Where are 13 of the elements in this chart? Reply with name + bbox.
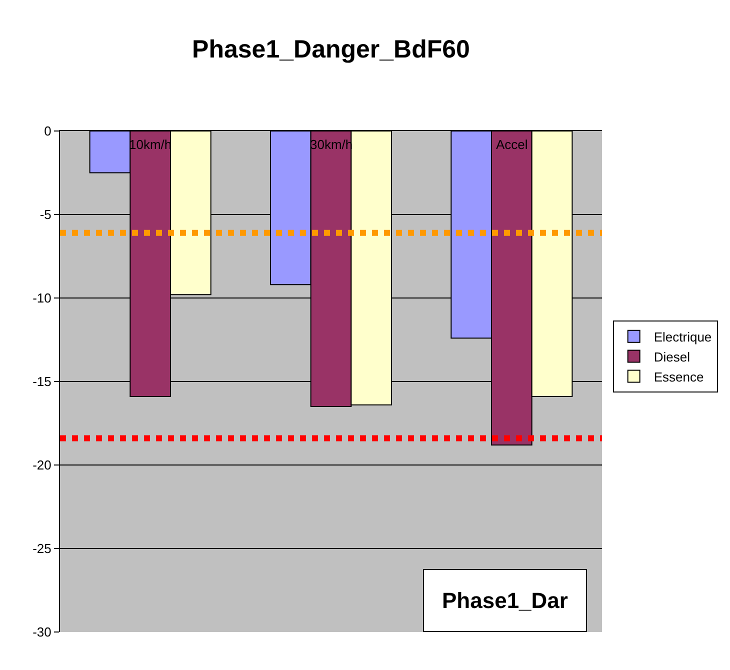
y-tick-label: -30 bbox=[32, 624, 52, 640]
y-tick-label: -15 bbox=[32, 374, 52, 390]
annotation: Phase1_Dar bbox=[442, 588, 568, 613]
y-tick-label: -5 bbox=[40, 207, 52, 222]
y-tick-label: -10 bbox=[32, 290, 52, 306]
x-tick-label: Accel bbox=[496, 137, 528, 152]
y-tick-label: 0 bbox=[44, 124, 52, 139]
legend-label: Diesel bbox=[654, 349, 690, 364]
legend-label: Essence bbox=[654, 369, 704, 384]
chart-title: Phase1_Danger_BdF60 bbox=[192, 36, 470, 64]
y-tick-label: -25 bbox=[32, 541, 52, 556]
legend-label: Electrique bbox=[654, 329, 712, 344]
y-tick-label: -20 bbox=[32, 458, 52, 473]
